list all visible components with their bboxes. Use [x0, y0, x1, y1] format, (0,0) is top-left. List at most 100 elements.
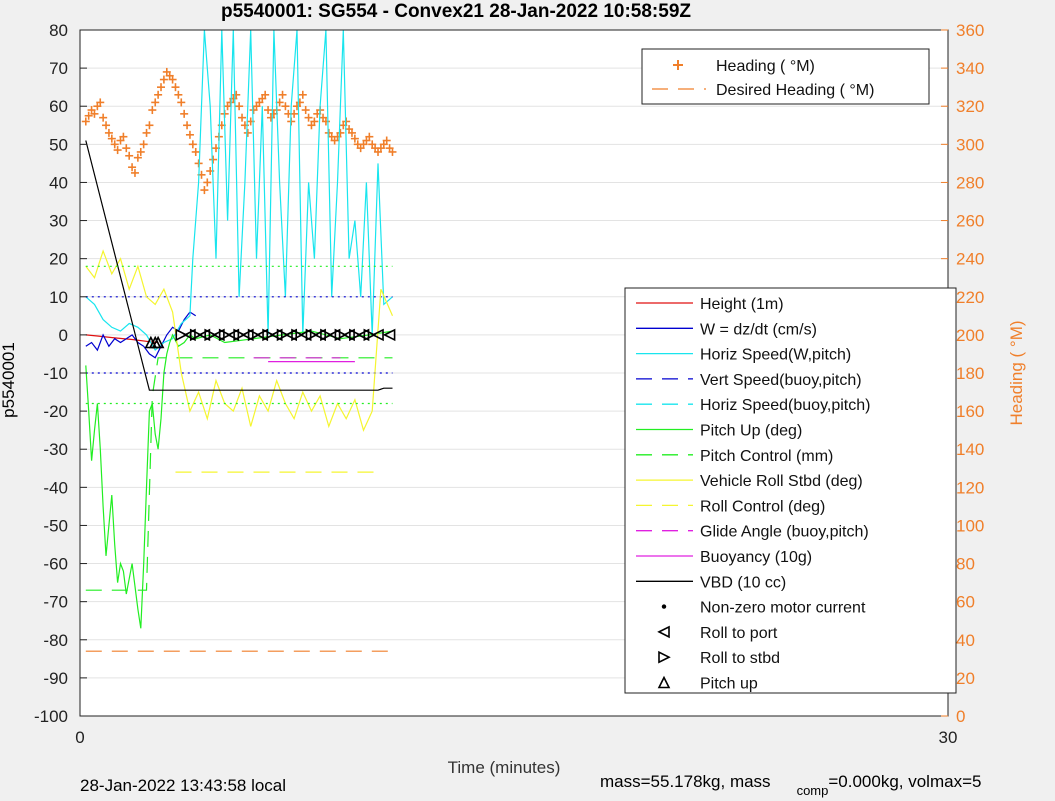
- y-tick-label-right: 340: [956, 59, 984, 78]
- legend-top-label: Desired Heading ( °M): [716, 82, 874, 99]
- legend-main-label: Vehicle Roll Stbd (deg): [700, 473, 863, 490]
- legend-main-label: Height (1m): [700, 296, 784, 313]
- y-tick-label-right: 40: [956, 631, 975, 650]
- heading-point: [183, 121, 192, 130]
- legend-main-label: W = dz/dt (cm/s): [700, 321, 817, 338]
- y-tick-label-left: -90: [43, 669, 68, 688]
- heading-point: [281, 102, 290, 111]
- legend-top-label: Heading ( °M): [716, 58, 815, 75]
- y-tick-label-right: 360: [956, 21, 984, 40]
- heading-point: [301, 106, 310, 115]
- roll-to-stbd-marker: [175, 328, 189, 342]
- legend-main-label: Roll Control (deg): [700, 498, 825, 515]
- heading-point: [261, 90, 270, 99]
- y-axis-label-right: Heading ( °M): [1007, 320, 1026, 425]
- legend-main-box: [624, 287, 957, 694]
- heading-point: [119, 132, 128, 141]
- heading-point: [304, 113, 313, 122]
- marker-layer: [144, 328, 396, 349]
- heading-point: [136, 147, 145, 156]
- heading-point: [350, 134, 359, 143]
- heading-point: [107, 134, 116, 143]
- y-tick-label-right: 180: [956, 364, 984, 383]
- roll-to-port-marker: [298, 328, 312, 342]
- legend-dot: [661, 604, 667, 609]
- ticks: 80706050403020100-10-20-30-40-50-60-70-8…: [34, 21, 984, 747]
- heading-point: [125, 151, 134, 160]
- heading-point: [185, 130, 194, 139]
- heading-point: [99, 113, 108, 122]
- y-tick-label-left: -40: [43, 478, 68, 497]
- roll-to-port-marker: [255, 328, 269, 342]
- footer-mass-text: mass=55.178kg, mass: [600, 772, 771, 791]
- heading-point: [130, 168, 139, 177]
- footer-local-time: 28-Jan-2022 13:43:58 local: [80, 776, 287, 795]
- footer-mass-sub: comp: [796, 783, 829, 798]
- legend-main: Height (1m) W = dz/dt (cm/s) Horiz Speed(W…: [624, 287, 957, 694]
- legend-main-label: Non-zero motor current: [700, 600, 866, 617]
- y-tick-label-left: -70: [43, 593, 68, 612]
- roll-to-port-marker: [356, 328, 370, 342]
- heading-point: [133, 153, 142, 162]
- roll-to-port-marker: [212, 328, 225, 342]
- heading-point: [102, 121, 111, 130]
- roll-to-port-marker: [269, 328, 283, 342]
- heading-point: [145, 121, 154, 130]
- heading-point: [365, 132, 374, 141]
- heading-point: [188, 140, 197, 149]
- heading-point: [151, 98, 160, 107]
- chart-title: p5540001: SG554 - Convex21 28-Jan-2022 1…: [221, 1, 691, 22]
- heading-point: [157, 83, 166, 92]
- heading-point: [84, 111, 93, 120]
- heading-point: [298, 90, 307, 99]
- y-tick-label-left: 30: [49, 212, 68, 231]
- footer-mass: mass=55.178kg, mass comp=0.000kg, volmax=…: [600, 772, 981, 798]
- legend-main-label: Pitch Up (deg): [700, 423, 802, 440]
- heading-point: [295, 98, 304, 107]
- heading-point: [171, 83, 180, 92]
- heading-point: [310, 117, 319, 126]
- x-axis-label: Time (minutes): [448, 758, 561, 777]
- series-layer: [81, 29, 397, 652]
- roll-to-port-marker: [183, 328, 196, 342]
- heading-point: [180, 109, 189, 118]
- series-line: [85, 249, 394, 432]
- series-line: [85, 140, 393, 391]
- y-tick-label-right: 240: [956, 250, 984, 269]
- heading-point: [168, 75, 177, 84]
- heading-point: [382, 136, 391, 145]
- heading-point: [238, 113, 247, 122]
- roll-to-port-marker: [197, 328, 211, 342]
- y-tick-label-left: -60: [43, 555, 68, 574]
- heading-point: [203, 178, 212, 187]
- heading-point: [347, 128, 356, 137]
- heading-point: [336, 128, 345, 137]
- heading-point: [122, 144, 131, 153]
- legend-main-label: Horiz Speed(buoy,pitch): [700, 397, 870, 414]
- y-tick-label-right: 100: [956, 516, 984, 535]
- heading-point: [113, 146, 122, 155]
- y-tick-label-left: -50: [43, 516, 68, 535]
- y-tick-label-left: -10: [43, 364, 68, 383]
- legend-main-label: Pitch up: [700, 676, 758, 693]
- y-tick-label-right: 300: [956, 135, 984, 154]
- heading-point: [159, 75, 168, 84]
- heading-point: [148, 106, 157, 115]
- heading-point: [177, 98, 186, 107]
- heading-point: [96, 98, 105, 107]
- y-tick-label-right: 80: [956, 555, 975, 574]
- heading-point: [321, 117, 330, 126]
- heading-point: [235, 102, 244, 111]
- y-tick-label-right: 260: [956, 212, 984, 231]
- y-tick-label-right: 140: [956, 440, 984, 459]
- y-tick-label-left: 40: [49, 173, 68, 192]
- heading-point: [174, 90, 183, 99]
- y-tick-label-right: 280: [956, 173, 984, 192]
- y-tick-label-right: 160: [956, 402, 984, 421]
- y-tick-label-right: 120: [956, 478, 984, 497]
- heading-point: [200, 186, 209, 195]
- heading-point: [110, 140, 119, 149]
- y-tick-label-right: 220: [956, 288, 984, 307]
- y-axis-label-left: p5540001: [0, 342, 18, 418]
- pitch-up-marker: [151, 335, 165, 349]
